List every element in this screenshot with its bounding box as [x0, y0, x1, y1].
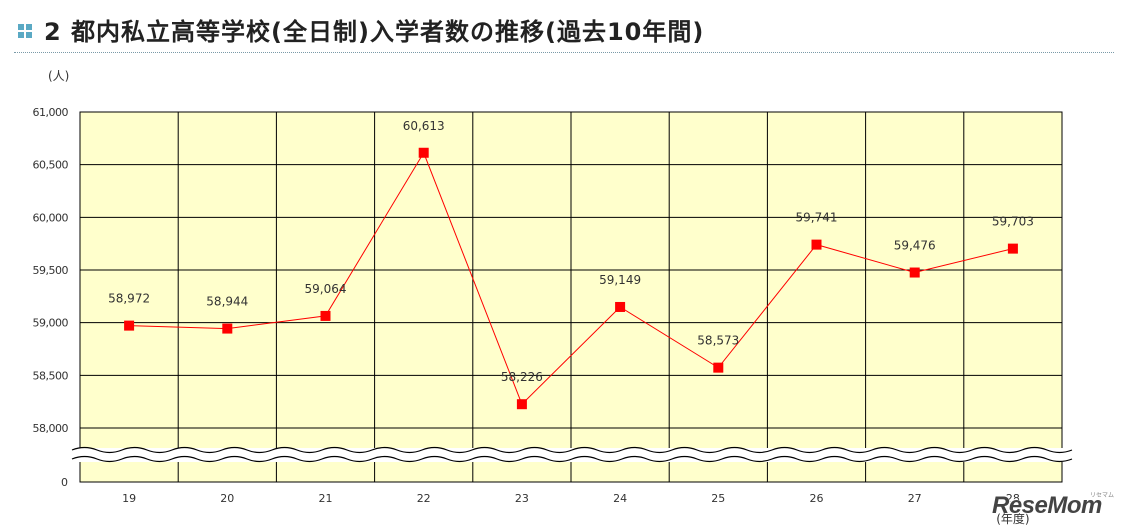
- data-label: 58,972: [108, 292, 150, 306]
- x-tick-label: 23: [515, 492, 529, 505]
- y-tick-label: 61,000: [33, 106, 69, 119]
- y-zero-label: 0: [61, 476, 68, 489]
- x-tick-label: 21: [319, 492, 333, 505]
- title-bar: 2 都内私立高等学校(全日制)入学者数の推移(過去10年間): [14, 10, 1114, 53]
- title-label: 都内私立高等学校(全日制)入学者数の推移(過去10年間): [71, 18, 705, 46]
- data-point: [811, 239, 822, 250]
- data-point: [418, 147, 429, 158]
- y-axis-unit-label: (人): [48, 69, 69, 83]
- x-tick-label: 25: [711, 492, 725, 505]
- data-point: [222, 323, 233, 334]
- data-label: 58,573: [697, 334, 739, 348]
- x-tick-label: 27: [908, 492, 922, 505]
- y-tick-label: 58,000: [33, 422, 69, 435]
- data-point: [516, 399, 527, 410]
- data-label: 58,226: [501, 370, 543, 384]
- brand-watermark-sub: リセマム: [1090, 492, 1115, 499]
- grid-bullet-icon: [18, 24, 32, 38]
- axis-break-line: [71, 455, 1073, 463]
- x-tick-label: 20: [220, 492, 234, 505]
- x-tick-label: 28: [1006, 492, 1020, 505]
- data-point: [1007, 243, 1018, 254]
- data-label: 59,064: [305, 282, 347, 296]
- y-tick-label: 60,000: [33, 211, 69, 224]
- data-point: [615, 301, 626, 312]
- x-tick-label: 22: [417, 492, 431, 505]
- chart-title: 2 都内私立高等学校(全日制)入学者数の推移(過去10年間): [44, 12, 704, 47]
- data-label: 59,741: [796, 211, 838, 225]
- data-point: [320, 310, 331, 321]
- y-tick-label: 58,500: [33, 369, 69, 382]
- y-tick-label: 59,000: [33, 317, 69, 330]
- data-point: [713, 362, 724, 373]
- data-point: [124, 320, 135, 331]
- data-label: 59,476: [894, 239, 936, 253]
- series-line: [129, 151, 1014, 406]
- x-tick-label: 19: [122, 492, 136, 505]
- data-label: 59,149: [599, 273, 641, 287]
- data-label: 60,613: [403, 119, 445, 133]
- brand-watermark: ReseMom: [992, 492, 1102, 519]
- x-tick-label: 26: [810, 492, 824, 505]
- y-tick-label: 59,500: [33, 264, 69, 277]
- title-number: 2: [44, 18, 62, 46]
- axis-break-line: [71, 446, 1073, 454]
- axis-break-band: [70, 448, 1072, 462]
- data-label: 59,703: [992, 215, 1034, 229]
- x-axis-unit-label: (年度): [996, 511, 1029, 526]
- y-tick-label: 60,500: [33, 159, 69, 172]
- x-tick-label: 24: [613, 492, 627, 505]
- data-point: [909, 267, 920, 278]
- data-label: 58,944: [206, 295, 248, 309]
